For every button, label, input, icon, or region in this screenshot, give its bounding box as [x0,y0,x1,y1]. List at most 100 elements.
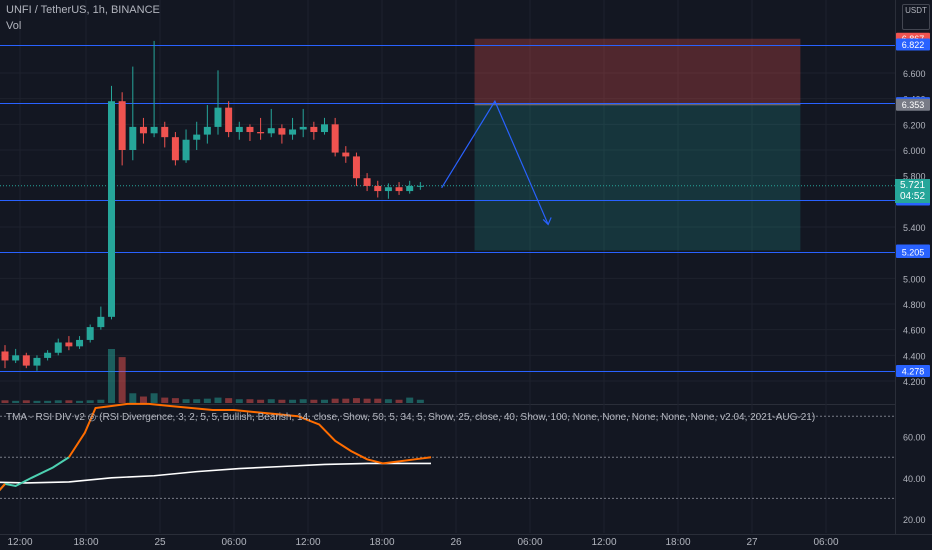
projection-line [441,99,549,225]
volume-bar [86,400,94,403]
candle-body [203,126,211,135]
time-tick-label: 12:00 [7,537,32,548]
volume-bar [374,398,382,403]
price-tick-label: 4.600 [903,326,926,336]
volume-bar [321,399,328,403]
price-tick-label: 5.400 [903,223,926,233]
chart-title: UNFI / TetherUS, 1h, BINANCE [6,4,160,16]
volume-bar [257,399,265,403]
volume-bar [310,399,318,403]
candle-body [139,126,147,134]
candle-body [267,128,275,134]
candle-body [406,185,414,192]
volume-bar [416,399,424,403]
candle-body [321,124,328,133]
rsi-tick-label: 40.00 [903,474,926,484]
volume-bar [363,398,371,403]
time-tick-label: 25 [154,537,166,548]
volume-bar [150,393,158,403]
volume-bar [76,400,84,403]
volume-bar [1,400,9,403]
volume-bar [352,398,360,403]
volume-bar [118,357,126,403]
volume-bar [235,399,243,403]
price-tag-label: 6.822 [902,40,925,50]
time-tick-label: 12:00 [591,537,616,548]
volume-bar [129,393,137,403]
volume-bar [299,399,307,403]
volume-bar [108,349,115,403]
volume-bar [54,400,62,403]
current-price-label: 5.721 [899,179,926,191]
time-tick-label: 18:00 [369,537,394,548]
projection-path [441,99,552,226]
volume-bar [214,397,222,403]
volume-bar [44,400,52,403]
volume-bar [225,398,233,403]
volume-bar [384,399,392,403]
currency-badge[interactable]: USDT [902,4,930,30]
candle-body [257,132,265,134]
volume-bar [22,400,30,403]
currency-label: USDT [905,6,927,15]
candle-body [171,137,179,161]
price-axis: 6.6006.4006.2006.0005.8005.4005.0004.800… [896,32,930,525]
volume-bar [161,397,169,403]
volume-bar [267,399,275,403]
rsi-signal-line [0,462,431,484]
volume-bars [1,349,424,403]
volume-bar [65,400,73,403]
time-tick-label: 26 [450,537,462,548]
time-tick-label: 06:00 [813,537,838,548]
volume-bar [395,399,403,403]
time-tick-label: 27 [746,537,758,548]
volume-bar [203,398,211,403]
volume-bar [182,399,190,403]
price-tick-label: 5.000 [903,274,926,284]
volume-bar [246,399,254,403]
price-tag [896,246,930,259]
price-tick-label: 4.400 [903,351,926,361]
price-tick-label: 6.600 [903,69,926,79]
grid [0,0,895,533]
candle-body [395,187,403,192]
volume-bar [193,399,201,403]
volume-bar [97,399,105,403]
time-tick-label: 12:00 [295,537,320,548]
candle-body [363,178,371,186]
price-tag-label: 4.278 [902,366,925,376]
candle-body [12,355,20,361]
candle-body [97,316,105,328]
candle-body [76,339,84,347]
candle-body [416,185,424,187]
volume-bar [171,398,179,403]
candle-body [374,185,382,192]
price-tag [896,98,930,111]
volume-bar [33,400,41,403]
candle-body [384,187,392,192]
candle-body [310,126,318,133]
candle-body [1,351,9,361]
candle-body [150,126,158,134]
candle-body [129,126,137,150]
time-tick-label: 18:00 [73,537,98,548]
horizontal-levels [0,45,895,372]
candle-body [118,101,126,150]
candle-body [44,352,52,358]
volume-bar [331,398,339,403]
candle-body [108,101,115,317]
stop-zone [474,38,801,105]
price-tick-label: 6.200 [903,120,926,130]
candle-body [299,126,307,130]
indicator-legend[interactable]: TMA - RSI DIV v2 ◎ (RSI Divergence, 3, 2… [6,412,816,423]
candle-body [246,126,254,133]
candle-body [182,139,190,161]
rsi-tick-label: 60.00 [903,433,926,443]
volume-bar [342,398,350,403]
current-price-tag: 5.721 04:52 [895,178,930,203]
volume-bar [278,399,286,403]
candle-body [86,327,94,340]
price-tick-label: 6.000 [903,146,926,156]
